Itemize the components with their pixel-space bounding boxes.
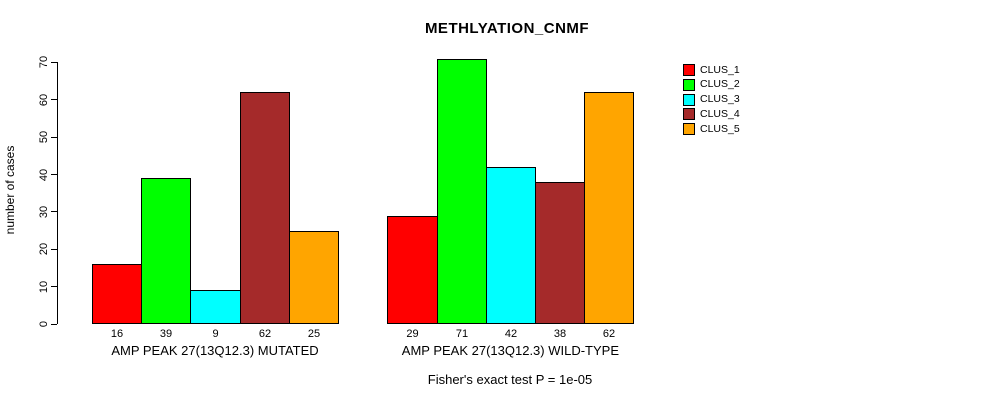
y-tick <box>51 174 57 176</box>
y-tick <box>51 286 57 288</box>
y-tick-label: 50 <box>38 131 50 144</box>
bar-value-label: 39 <box>159 328 173 340</box>
legend-item-label: CLUS_5 <box>700 122 740 135</box>
bar-value-label: 62 <box>258 328 272 340</box>
bar-value-label: 42 <box>504 328 518 340</box>
legend-item-label: CLUS_4 <box>700 107 740 120</box>
bar-clus_4-group1 <box>240 92 290 324</box>
legend-color-swatch-clus_3 <box>683 93 695 106</box>
y-tick <box>51 136 57 138</box>
group-label-2: AMP PEAK 27(13Q12.3) WILD-TYPE <box>401 343 620 358</box>
y-tick <box>51 99 57 101</box>
legend-color-swatch-clus_5 <box>683 123 695 136</box>
y-tick <box>51 61 57 63</box>
y-tick-label: 40 <box>38 168 50 181</box>
bar-value-label: 62 <box>602 328 616 340</box>
legend-item-label: CLUS_2 <box>700 78 740 91</box>
y-tick-label: 0 <box>38 320 50 328</box>
bar-value-label: 25 <box>307 328 321 340</box>
bar-value-label: 38 <box>553 328 567 340</box>
annotation-text: Fisher's exact test P = 1e-05 <box>427 372 593 387</box>
y-tick <box>51 323 57 325</box>
legend-color-swatch-clus_1 <box>683 64 695 76</box>
bar-clus_2-group1 <box>141 178 191 324</box>
bar-clus_5-group1 <box>289 231 339 324</box>
y-axis-title: number of cases <box>3 145 17 235</box>
legend-item-label: CLUS_3 <box>700 93 740 106</box>
group-label-1: AMP PEAK 27(13Q12.3) MUTATED <box>111 343 319 358</box>
bar-value-label: 9 <box>212 328 219 340</box>
y-axis-line <box>57 62 58 324</box>
bar-value-label: 29 <box>406 328 419 340</box>
chart-title: METHLYATION_CNMF <box>424 20 590 37</box>
legend-color-swatch-clus_4 <box>683 108 695 121</box>
bar-clus_3-group1 <box>190 290 241 324</box>
bar-value-label: 71 <box>455 328 469 340</box>
bar-clus_3-group2 <box>486 167 536 324</box>
bar-clus_1-group1 <box>92 264 142 324</box>
y-tick <box>51 211 57 213</box>
bar-clus_4-group2 <box>535 182 585 324</box>
legend-item-label: CLUS_1 <box>700 63 740 76</box>
y-tick-label: 70 <box>38 56 50 69</box>
bar-clus_5-group2 <box>584 92 634 324</box>
y-tick-label: 20 <box>38 243 50 256</box>
bar-value-label: 16 <box>110 328 124 340</box>
legend-color-swatch-clus_2 <box>683 78 695 91</box>
y-tick-label: 10 <box>38 280 50 293</box>
y-tick-label: 60 <box>38 93 50 106</box>
y-tick <box>51 248 57 250</box>
bar-clus_1-group2 <box>387 216 438 324</box>
y-tick-label: 30 <box>38 205 50 219</box>
bar-clus_2-group2 <box>437 59 487 324</box>
